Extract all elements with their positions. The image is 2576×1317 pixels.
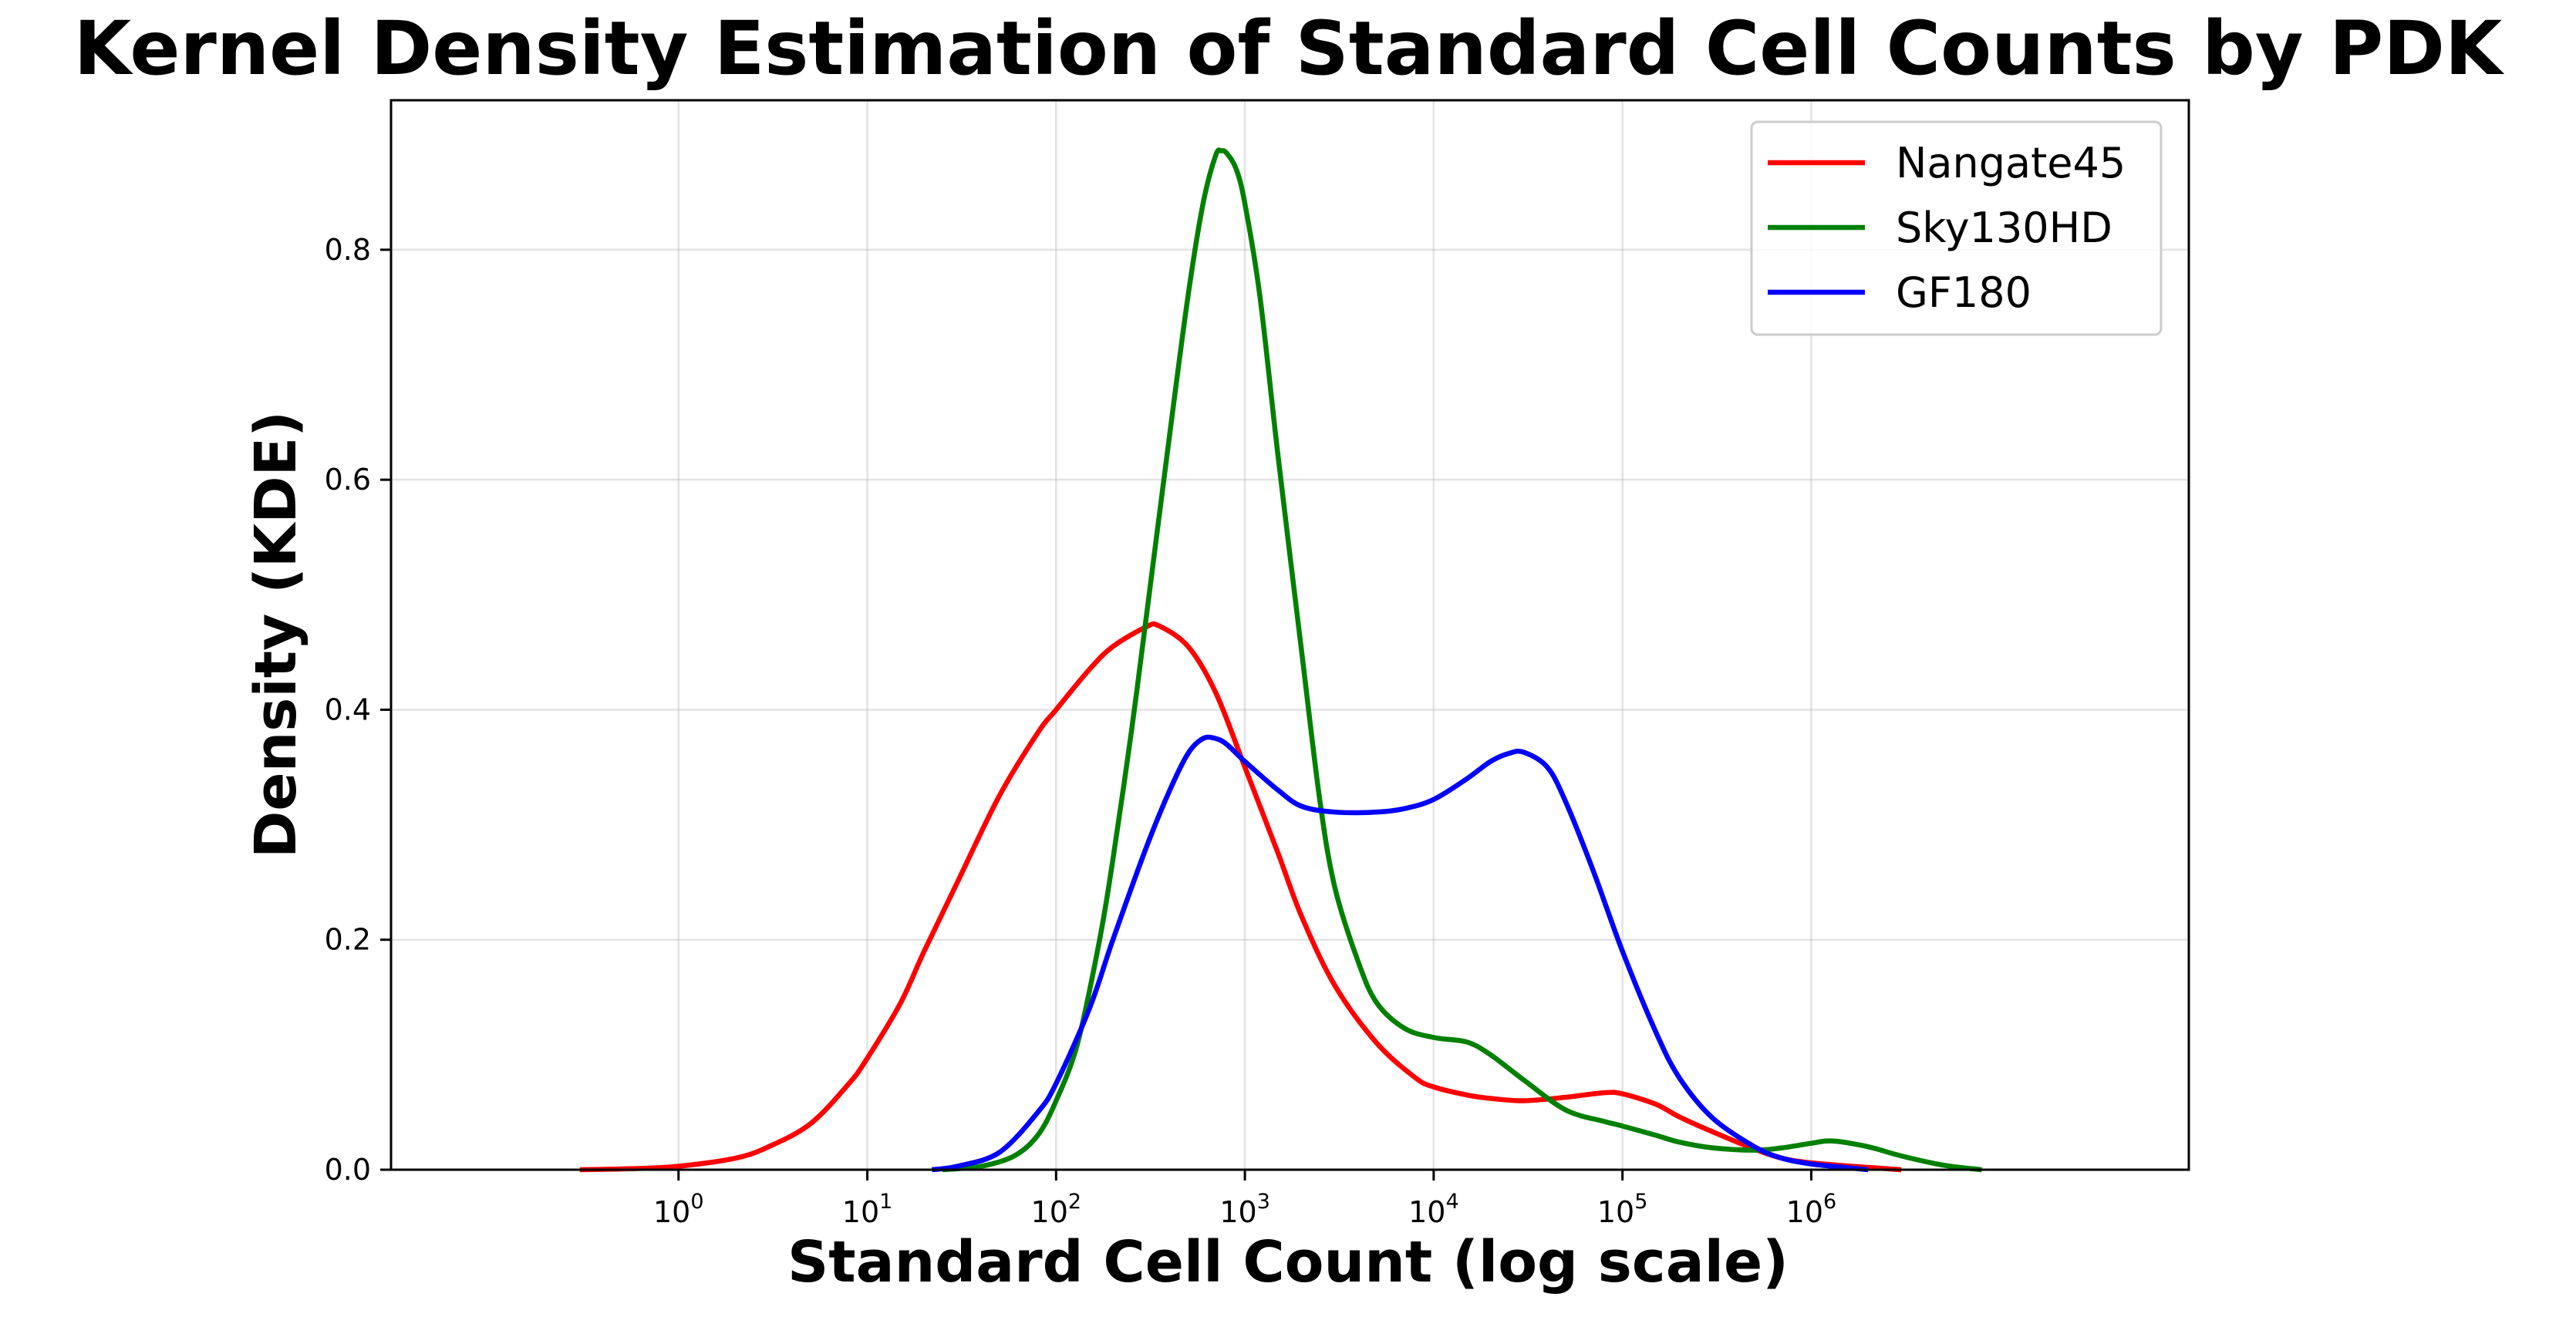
y-axis-label: Density (KDE) <box>243 411 309 858</box>
x-tick-label: 100 <box>653 1190 704 1229</box>
x-tick-exponent: 3 <box>1257 1190 1270 1214</box>
legend: Nangate45 Sky130HD GF180 <box>1750 120 2163 336</box>
y-tick-label: 0.4 <box>325 692 371 726</box>
x-tick-label: 104 <box>1408 1190 1459 1229</box>
x-tick-label: 106 <box>1786 1190 1837 1229</box>
y-tick-label: 0.2 <box>325 923 371 957</box>
gridlines <box>391 100 2189 1170</box>
series-line-gf180 <box>931 734 1869 1173</box>
x-tick-base: 10 <box>1031 1195 1068 1229</box>
x-tick-base: 10 <box>1597 1195 1634 1229</box>
x-axis-ticks: 100 101 102 103 104 105 106 <box>653 1170 1836 1229</box>
x-tick-base: 10 <box>1786 1195 1823 1229</box>
x-tick-label: 101 <box>842 1190 893 1229</box>
legend-label-nangate45: Nangate45 <box>1896 139 2126 187</box>
legend-label-sky130hd: Sky130HD <box>1896 204 2112 252</box>
chart-title: Kernel Density Estimation of Standard Ce… <box>74 5 2505 92</box>
y-tick-label: 0.6 <box>325 463 371 497</box>
plot-frame <box>389 99 2190 1171</box>
x-tick-exponent: 6 <box>1823 1190 1836 1214</box>
x-tick-base: 10 <box>1408 1195 1445 1229</box>
y-tick-label: 0.8 <box>325 233 371 267</box>
x-tick-base: 10 <box>1219 1195 1256 1229</box>
x-tick-exponent: 4 <box>1445 1190 1458 1214</box>
x-tick-exponent: 5 <box>1634 1190 1647 1214</box>
x-tick-label: 103 <box>1219 1190 1270 1229</box>
x-tick-base: 10 <box>842 1195 879 1229</box>
x-tick-exponent: 2 <box>1068 1190 1081 1214</box>
x-tick-base: 10 <box>653 1195 690 1229</box>
series-line-sky130hd <box>942 147 1982 1173</box>
x-tick-exponent: 0 <box>690 1190 703 1214</box>
x-tick-label: 105 <box>1597 1190 1648 1229</box>
series-lines <box>579 147 1982 1173</box>
x-tick-label: 102 <box>1031 1190 1082 1229</box>
legend-label-gf180: GF180 <box>1896 268 2031 317</box>
y-tick-label: 0.0 <box>325 1153 371 1187</box>
series-line-nangate45 <box>579 621 1902 1173</box>
x-tick-exponent: 1 <box>879 1190 892 1214</box>
legend-box <box>1750 120 2163 336</box>
x-axis-label: Standard Cell Count (log scale) <box>787 1229 1789 1295</box>
y-axis-ticks: 0.0 0.2 0.4 0.6 0.8 <box>325 233 391 1187</box>
